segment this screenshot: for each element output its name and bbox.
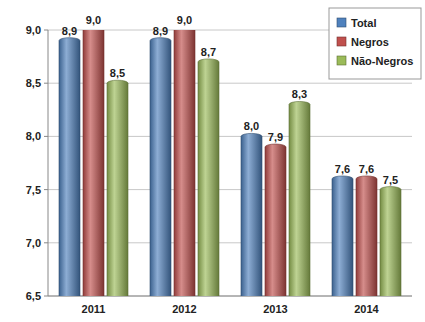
bar [241,133,262,296]
data-label: 7,9 [268,131,283,143]
data-label: 8,5 [110,67,125,79]
y-tick [44,30,48,31]
y-axis [48,30,49,296]
bar [59,38,80,296]
y-tick [44,189,48,190]
bar [265,144,286,296]
y-tick-label: 9,0 [26,24,41,36]
x-tick-label: 2011 [82,303,106,315]
bar [107,80,128,296]
data-label: 7,6 [335,163,350,175]
y-tick-label: 7,0 [26,237,41,249]
legend-swatch [337,18,346,27]
bar [83,30,104,296]
data-label: 7,6 [359,163,374,175]
y-tick-label: 7,5 [26,184,41,196]
y-tick [44,83,48,84]
bar [174,30,195,296]
y-tick [44,242,48,243]
x-tick-label: 2013 [263,303,287,315]
legend-label: Total [351,17,376,29]
y-tick [44,296,48,297]
bar [289,101,310,296]
legend-label: Negros [351,36,389,48]
y-tick [44,136,48,137]
bar [332,176,353,296]
legend-swatch [337,37,346,46]
chart-svg: 6,5 7,0 7,5 8,0 8,5 9,0 8,9 9,0 8,5 8,9 9,0 8,7 8,0 7… [0,0,425,322]
y-tick-label: 8,5 [26,77,41,89]
x-tick-label: 2014 [354,303,379,315]
data-label: 7,5 [383,174,398,186]
data-label: 8,0 [244,120,259,132]
chart-container: 6,5 7,0 7,5 8,0 8,5 9,0 8,9 9,0 8,5 8,9 9,0 8,7 8,0 7… [0,0,425,322]
x-tick-label: 2012 [172,303,196,315]
y-tick-label: 6,5 [26,290,41,302]
legend-box [329,8,421,79]
y-tick-label: 8,0 [26,130,41,142]
data-label: 8,7 [201,46,216,58]
bar [380,187,401,296]
data-label: 9,0 [177,14,192,26]
bar [356,176,377,296]
data-label: 8,9 [62,25,77,37]
data-label: 8,9 [153,25,168,37]
data-label: 9,0 [86,14,101,26]
legend-swatch [337,56,346,65]
bar [198,59,219,296]
legend-label: Não-Negros [351,55,413,67]
data-label: 8,3 [292,88,307,100]
bar [150,38,171,296]
